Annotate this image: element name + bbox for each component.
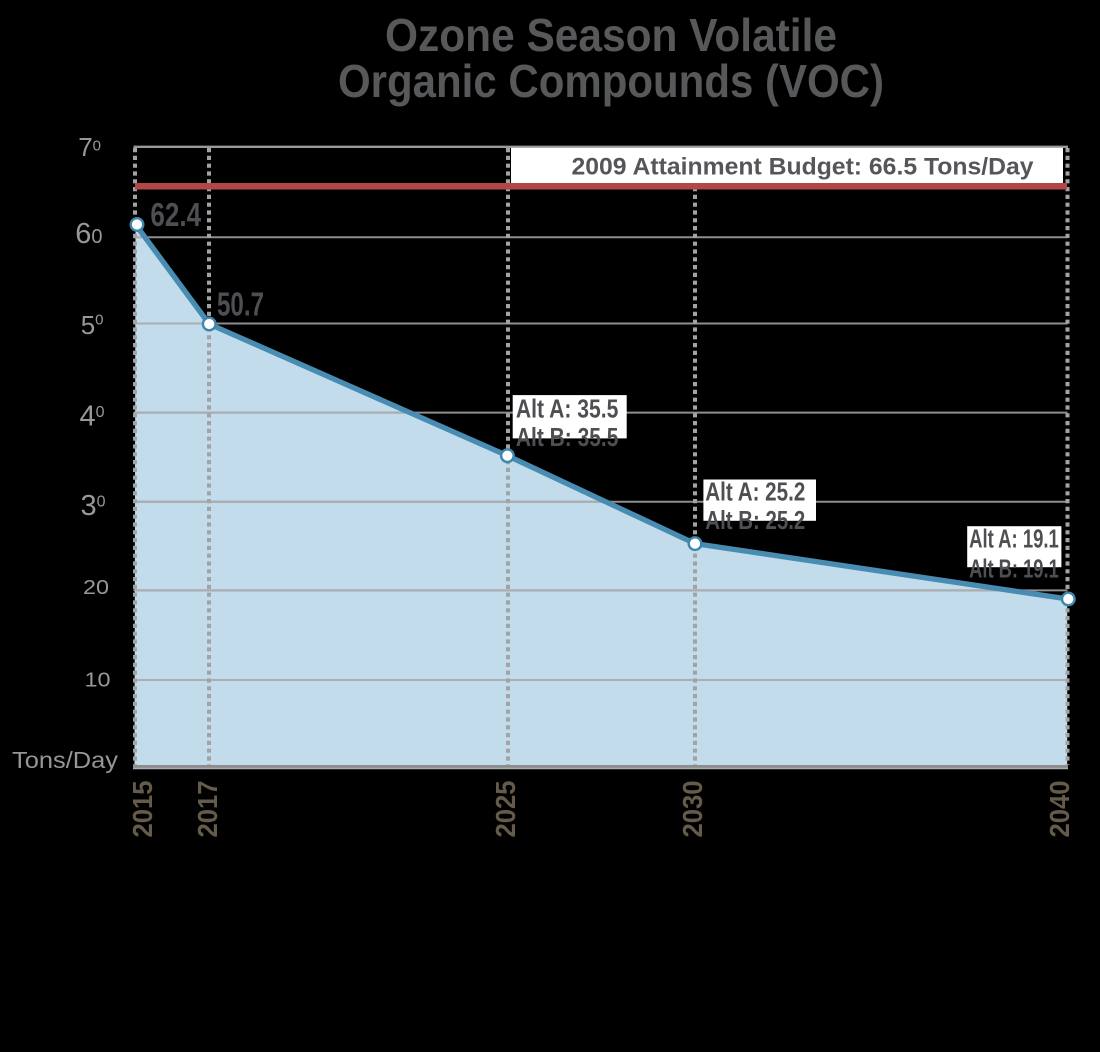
svg-text:Alt B: 19.1: Alt B: 19.1 <box>969 555 1059 583</box>
svg-text:Alt A: 19.1: Alt A: 19.1 <box>969 526 1059 554</box>
svg-text:20: 20 <box>83 577 109 599</box>
svg-text:62.4: 62.4 <box>150 196 201 233</box>
svg-text:2040: 2040 <box>1044 781 1075 838</box>
svg-text:70: 70 <box>78 132 101 162</box>
svg-text:50.7: 50.7 <box>217 286 264 323</box>
svg-text:2025: 2025 <box>490 781 521 838</box>
svg-text:50: 50 <box>81 310 104 340</box>
svg-text:Alt A: 35.5: Alt A: 35.5 <box>516 395 619 423</box>
svg-text:Tons/Day: Tons/Day <box>12 747 119 773</box>
svg-text:2017: 2017 <box>192 781 223 838</box>
svg-text:Organic Compounds (VOC): Organic Compounds (VOC) <box>338 55 884 107</box>
svg-text:60: 60 <box>75 218 102 250</box>
svg-text:2015: 2015 <box>127 781 158 838</box>
svg-text:Alt A: 25.2: Alt A: 25.2 <box>705 479 805 507</box>
svg-text:2030: 2030 <box>677 781 708 838</box>
svg-text:10: 10 <box>85 670 111 692</box>
svg-text:Alt B: 35.5: Alt B: 35.5 <box>516 424 619 452</box>
svg-text:Alt B: 25.2: Alt B: 25.2 <box>705 507 805 535</box>
svg-text:40: 40 <box>79 401 104 433</box>
svg-text:Ozone Season Volatile: Ozone Season Volatile <box>385 9 837 61</box>
svg-text:2009 Attainment Budget: 66.5 T: 2009 Attainment Budget: 66.5 Tons/Day <box>572 154 1035 181</box>
svg-text:30: 30 <box>80 490 105 522</box>
